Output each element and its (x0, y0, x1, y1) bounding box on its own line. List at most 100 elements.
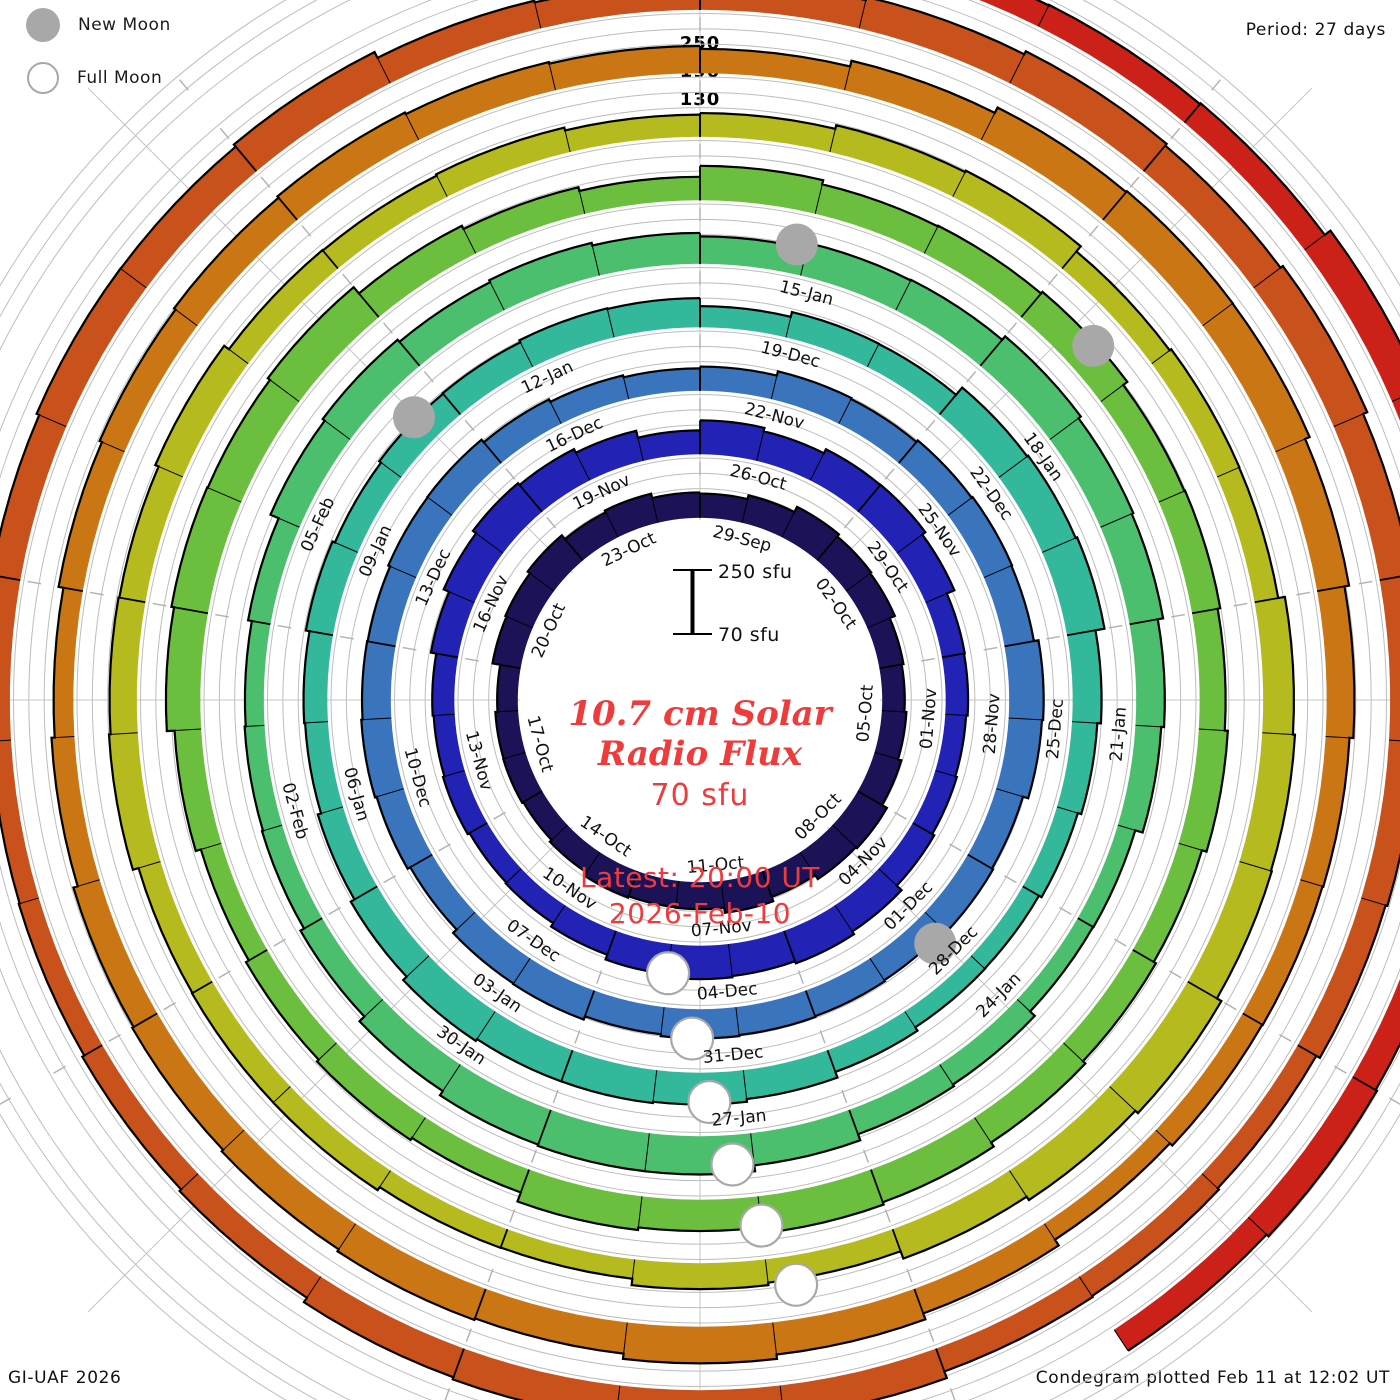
minor-tick (843, 516, 854, 529)
ring-day-segment (1217, 467, 1279, 603)
minor-tick (983, 646, 998, 651)
ring-day-segment (0, 414, 67, 581)
ring-day-segment (1304, 230, 1400, 402)
minor-tick (884, 1209, 891, 1223)
ring-day-segment (728, 930, 796, 977)
day-tick (318, 1042, 337, 1061)
day-tick (83, 1044, 103, 1057)
ring-day-segment (1132, 843, 1202, 962)
ring-day-segment (652, 492, 700, 523)
day-tick (406, 955, 430, 978)
minor-tick (493, 811, 506, 820)
ring-day-segment (483, 399, 562, 464)
day-tick (772, 1322, 778, 1359)
day-tick (1117, 824, 1136, 831)
day-tick (473, 1288, 487, 1321)
ring-day-segment (700, 165, 824, 214)
ring-day-segment (1017, 918, 1094, 1012)
ring-day-segment (904, 955, 985, 1028)
ring-day-segment (58, 442, 125, 592)
day-tick (405, 113, 420, 141)
day-tick (804, 990, 817, 1018)
day-tick (1100, 384, 1124, 403)
ring-day-segment (1184, 103, 1325, 250)
ring-day-segment (810, 449, 881, 512)
minor-tick (819, 1030, 826, 1044)
ring-day-segment (267, 287, 379, 402)
ring-day-segment (537, 1109, 650, 1172)
day-tick (503, 751, 526, 760)
day-tick (549, 401, 562, 424)
day-tick (578, 190, 586, 214)
day-tick (923, 225, 939, 254)
ring-day-segment (1102, 191, 1233, 326)
ring-day-segment (844, 60, 995, 140)
minor-tick (273, 938, 286, 947)
day-tick (1379, 575, 1400, 582)
day-tick (1042, 536, 1078, 553)
ring-day-segment (1143, 145, 1281, 288)
minor-tick (383, 322, 393, 334)
day-tick (354, 885, 378, 901)
day-tick (783, 930, 796, 962)
day-tick (631, 1259, 636, 1279)
minor-tick (1169, 970, 1182, 979)
day-tick (1061, 250, 1078, 270)
minor-tick (617, 910, 624, 925)
ring-day-segment (411, 1117, 530, 1193)
day-tick (1254, 595, 1286, 604)
minor-tick (402, 646, 417, 651)
ring-day-segment (513, 958, 595, 1020)
day-tick (983, 565, 1012, 578)
ring-day-segment (1333, 413, 1400, 581)
ring-day-segment (500, 1229, 635, 1279)
new-moon-marker (1072, 324, 1115, 367)
day-tick (651, 497, 659, 523)
day-tick (1317, 585, 1345, 593)
full-moon-marker (774, 1262, 819, 1307)
minor-tick (1279, 1033, 1292, 1043)
ring-day-segment (469, 822, 522, 883)
ring-day-segment (983, 565, 1034, 647)
ring-day-segment (376, 788, 433, 869)
ring-day-segment (998, 455, 1076, 553)
ring-day-segment (835, 868, 902, 932)
day-tick (1066, 629, 1096, 637)
minor-tick (574, 1030, 581, 1044)
minor-tick (797, 970, 804, 984)
day-tick (1198, 728, 1228, 732)
day-tick (513, 958, 531, 984)
day-tick (270, 514, 300, 528)
minor-tick (464, 419, 475, 432)
ring-day-segment (1004, 640, 1044, 720)
day-tick (720, 880, 725, 908)
day-tick (1262, 732, 1296, 736)
day-tick (443, 588, 475, 604)
day-tick (764, 1259, 769, 1286)
ring-day-segment (936, 1276, 1093, 1372)
day-tick (1183, 102, 1202, 124)
filled-circle-icon (26, 8, 60, 42)
ring-day-segment (924, 854, 994, 933)
ring-value-outline (164, 164, 1230, 1235)
day-tick (362, 717, 392, 721)
day-tick (483, 441, 502, 464)
ring-day-segment (800, 825, 856, 880)
minor-tick (920, 657, 935, 662)
ring-day-segment (827, 1011, 918, 1072)
ring-day-segment (623, 368, 700, 400)
ring-day-segment (359, 999, 461, 1092)
ring-day-segment (743, 1050, 838, 1100)
ring-day-segment (912, 770, 957, 835)
full-moon-marker (710, 1142, 755, 1187)
full-moon-marker (645, 951, 691, 996)
ring-day-segment (534, 0, 700, 29)
day-tick (575, 452, 591, 481)
day-tick (779, 1385, 783, 1400)
ring-day-segment (399, 282, 505, 366)
day-tick (1325, 735, 1350, 739)
minor-tick (444, 1388, 451, 1400)
day-tick (814, 184, 823, 214)
ring-day-segment (857, 752, 902, 806)
day-tick (410, 1117, 426, 1141)
